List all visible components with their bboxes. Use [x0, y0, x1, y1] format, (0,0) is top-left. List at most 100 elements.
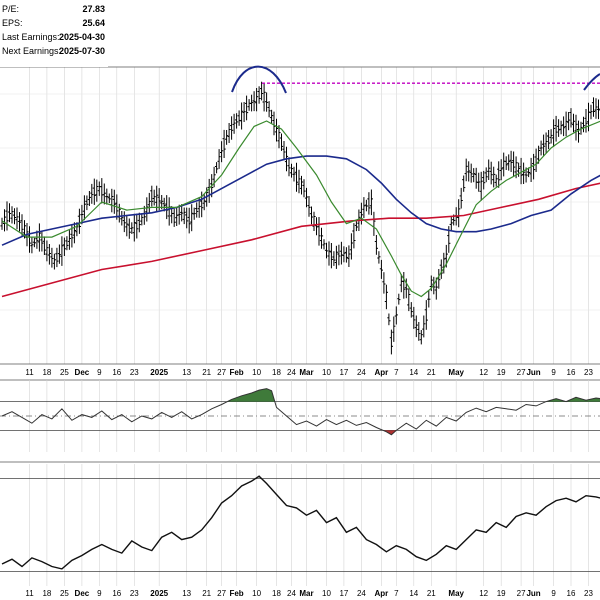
- ohlc-bar: [484, 167, 488, 183]
- ohlc-bar: [574, 114, 578, 141]
- ohlc-bar: [312, 211, 316, 231]
- price-axis-tick-label: Jun: [526, 368, 540, 377]
- ohlc-bar: [581, 116, 586, 133]
- last-earnings-value: 2025-04-30: [59, 32, 105, 42]
- bottom-axis-tick-label: May: [448, 589, 464, 598]
- bottom-axis-tick-label: 13: [182, 589, 191, 598]
- bottom-axis-tick-label: 25: [60, 589, 69, 598]
- ohlc-bar: [594, 98, 598, 119]
- price-axis-tick-label: 16: [112, 368, 121, 377]
- bottom-axis-tick-label: 23: [130, 589, 139, 598]
- ohlc-bar: [102, 183, 106, 205]
- price-axis-tick-label: 27: [517, 368, 526, 377]
- price-axis-tick-label: 17: [339, 368, 348, 377]
- ohlc-bar: [467, 161, 471, 182]
- ohlc-bar: [180, 204, 184, 222]
- ohlc-bar: [417, 322, 421, 341]
- ohlc-bar: [477, 172, 481, 192]
- ohlc-bar: [217, 149, 221, 169]
- ohlc-bar: [397, 293, 401, 305]
- ohlc-bar: [177, 204, 181, 225]
- ohlc-bar: [105, 188, 109, 205]
- bottom-axis-tick-label: 10: [322, 589, 331, 598]
- bottom-axis-tick-label: 12: [479, 589, 488, 598]
- ohlc-bar: [107, 193, 111, 204]
- bottom-axis-tick-label: 27: [217, 589, 226, 598]
- bottom-axis-tick-label: 16: [112, 589, 121, 598]
- ohlc-bar: [245, 95, 249, 121]
- ohlc-bar: [257, 86, 261, 104]
- ohlc-bar: [297, 169, 301, 194]
- ohlc-bar: [559, 120, 563, 135]
- ohlc-bar: [187, 207, 191, 234]
- ohlc-bar: [347, 245, 351, 267]
- bottom-axis-tick-label: 24: [357, 589, 366, 598]
- ohlc-bar: [10, 206, 14, 224]
- short-moving-average-line: [1, 120, 600, 298]
- ohlc-bar: [67, 230, 71, 250]
- long-moving-average-line: [1, 182, 600, 298]
- ohlc-bar: [404, 278, 408, 299]
- ohlc-bar: [57, 244, 61, 264]
- bottom-axis-tick-label: 11: [25, 589, 34, 598]
- ohlc-bar: [65, 236, 69, 251]
- next-earnings-value: 2025-07-30: [59, 46, 105, 56]
- ohlc-bar: [507, 154, 511, 171]
- ohlc-bar: [279, 133, 284, 151]
- ohlc-bar: [60, 236, 64, 266]
- ohlc-bar: [147, 192, 151, 214]
- ohlc-bar: [202, 194, 206, 211]
- ohlc-bar: [377, 251, 381, 264]
- ohlc-bar: [265, 92, 269, 112]
- fundamentals-background: [0, 0, 108, 67]
- bottom-axis-tick-label: 19: [497, 589, 506, 598]
- ohlc-bar: [584, 109, 588, 133]
- relative-strength-panel: [0, 461, 600, 586]
- bottom-axis-tick-label: Jun: [526, 589, 540, 598]
- ohlc-bar: [17, 212, 22, 232]
- ohlc-bar: [419, 330, 423, 345]
- price-axis-tick-label: 9: [551, 368, 556, 377]
- ohlc-bar: [302, 179, 306, 198]
- relative-strength-line: [1, 475, 600, 570]
- ohlc-bar: [459, 187, 463, 209]
- fundamentals-box: P/E: 27.83 EPS: 25.64 Last Earnings: 202…: [0, 0, 108, 67]
- ohlc-bar: [497, 161, 501, 188]
- ohlc-bar: [192, 207, 196, 220]
- price-axis-tick-label: 18: [42, 368, 51, 377]
- price-axis-tick-label: 23: [584, 368, 593, 377]
- ohlc-bar: [152, 189, 156, 206]
- ohlc-bar: [262, 82, 266, 112]
- ohlc-bar: [304, 187, 309, 208]
- ohlc-bar: [252, 91, 256, 112]
- ohlc-bar: [77, 208, 81, 234]
- ohlc-bar: [292, 166, 296, 182]
- eps-value: 25.64: [82, 18, 105, 28]
- ohlc-bar: [235, 113, 239, 129]
- ohlc-bar: [322, 239, 326, 250]
- ohlc-bar: [499, 159, 503, 181]
- ohlc-bar: [439, 259, 443, 279]
- bottom-date-axis: 11 18 25 Dec 9 16 23 2025 13 21 27 Feb 10 18 24 Mar 10 17…: [25, 589, 593, 598]
- ohlc-bar: [342, 246, 346, 263]
- ohlc-bar: [127, 218, 131, 239]
- ohlc-bar: [95, 179, 99, 202]
- bottom-axis-tick-label: 21: [427, 589, 436, 598]
- ohlc-bar: [532, 153, 536, 180]
- ohlc-bar: [215, 162, 219, 174]
- bottom-axis-tick-label: 16: [567, 589, 576, 598]
- ohlc-bar: [92, 178, 96, 205]
- ohlc-bar: [374, 235, 378, 255]
- ohlc-bar: [52, 253, 56, 270]
- ohlc-bar: [427, 290, 431, 308]
- ohlc-bar: [162, 197, 166, 212]
- bottom-axis-tick-label: 23: [584, 589, 593, 598]
- price-axis-tick-label: 24: [357, 368, 366, 377]
- ohlc-bar: [227, 123, 231, 143]
- ohlc-bar: [132, 213, 136, 242]
- ohlc-bar: [137, 212, 141, 233]
- ohlc-bar: [255, 88, 259, 112]
- relative-grid: [29, 464, 589, 586]
- ohlc-bar: [479, 171, 483, 201]
- ohlc-bar: [382, 272, 386, 294]
